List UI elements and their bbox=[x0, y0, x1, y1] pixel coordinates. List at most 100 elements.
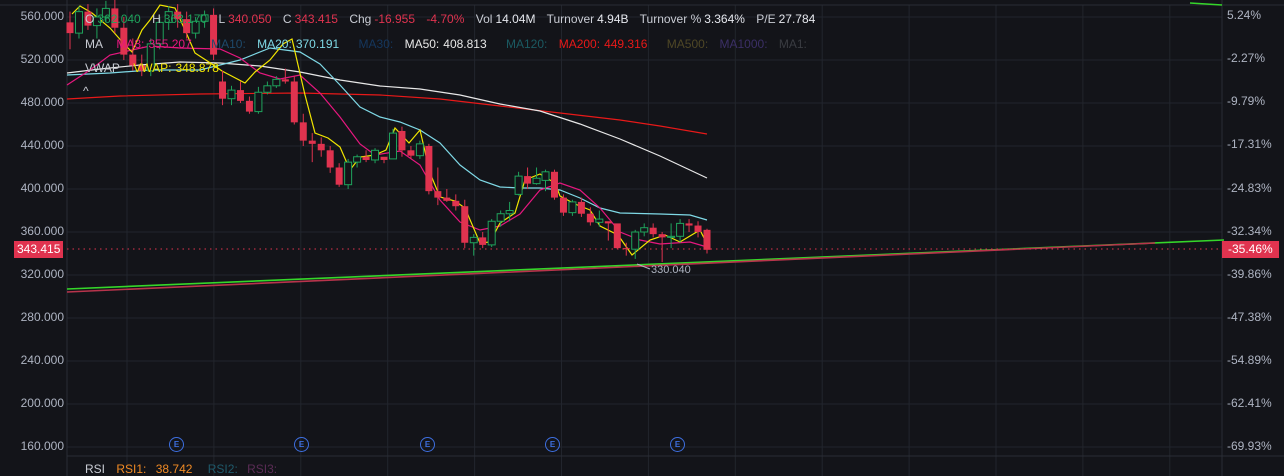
candle[interactable] bbox=[335, 167, 343, 185]
left-axis-tick: 520.000 bbox=[20, 52, 64, 66]
candle[interactable] bbox=[227, 89, 236, 100]
candle[interactable] bbox=[532, 177, 541, 185]
candle[interactable] bbox=[398, 130, 406, 151]
candle[interactable] bbox=[281, 79, 289, 82]
candle[interactable] bbox=[84, 11, 92, 26]
candle[interactable] bbox=[434, 191, 442, 198]
candle[interactable] bbox=[541, 171, 550, 181]
candle[interactable] bbox=[514, 175, 523, 195]
candle[interactable] bbox=[622, 248, 630, 250]
candle[interactable] bbox=[308, 140, 316, 144]
candle[interactable] bbox=[667, 235, 676, 238]
candle[interactable] bbox=[344, 161, 353, 186]
candle[interactable] bbox=[676, 222, 685, 237]
candle[interactable] bbox=[272, 78, 281, 87]
candle[interactable] bbox=[317, 143, 325, 151]
candle[interactable] bbox=[191, 20, 200, 34]
candle[interactable] bbox=[407, 150, 415, 156]
rsi-legend[interactable]: RSI RSI1: 38.742 RSI2: RSI3: bbox=[85, 462, 283, 476]
candle[interactable] bbox=[380, 156, 388, 160]
candle[interactable] bbox=[685, 223, 693, 226]
candle[interactable] bbox=[613, 223, 621, 249]
candle[interactable] bbox=[138, 65, 146, 71]
candle[interactable] bbox=[92, 16, 101, 27]
candle[interactable] bbox=[362, 156, 370, 160]
candle[interactable] bbox=[577, 201, 585, 214]
candle[interactable] bbox=[568, 201, 577, 214]
candle[interactable] bbox=[452, 200, 460, 207]
candle[interactable] bbox=[550, 171, 558, 198]
candle[interactable] bbox=[326, 150, 334, 168]
left-axis-tick: 160.000 bbox=[20, 439, 64, 453]
candle[interactable] bbox=[694, 225, 702, 232]
candle[interactable] bbox=[353, 156, 362, 163]
candlesticks[interactable] bbox=[66, 0, 711, 263]
ma1000-legend: MA1000: bbox=[719, 37, 768, 51]
candle[interactable] bbox=[703, 229, 711, 250]
open-label: O bbox=[85, 12, 95, 26]
candle[interactable] bbox=[299, 122, 307, 141]
earnings-icon[interactable]: E bbox=[294, 437, 309, 452]
right-axis-tick: -17.31% bbox=[1227, 137, 1272, 151]
earnings-icon[interactable]: E bbox=[670, 437, 685, 452]
candle[interactable] bbox=[183, 19, 191, 34]
ma20-legend: MA20: 370.191 bbox=[257, 37, 340, 51]
candle[interactable] bbox=[129, 54, 137, 66]
low-marker-pointer bbox=[636, 263, 651, 270]
earnings-icon[interactable]: E bbox=[420, 437, 435, 452]
rsi-label[interactable]: RSI bbox=[85, 462, 106, 476]
candle[interactable] bbox=[388, 132, 397, 160]
candle[interactable] bbox=[425, 146, 433, 192]
candle[interactable] bbox=[415, 143, 424, 157]
candle[interactable] bbox=[631, 231, 640, 250]
vwap-legend-label[interactable]: VWAP bbox=[85, 61, 120, 75]
candle[interactable] bbox=[524, 176, 532, 184]
left-axis-tick: 200.000 bbox=[20, 396, 64, 410]
earnings-icon[interactable]: E bbox=[545, 437, 560, 452]
trendlines[interactable] bbox=[66, 2, 1225, 293]
candle[interactable] bbox=[479, 237, 487, 245]
candle[interactable] bbox=[604, 221, 612, 224]
candle[interactable] bbox=[164, 11, 173, 23]
ma500-legend: MA500: bbox=[666, 37, 709, 51]
candle[interactable] bbox=[111, 8, 119, 28]
candle[interactable] bbox=[120, 27, 128, 55]
ma-legend-label[interactable]: MA bbox=[85, 37, 103, 51]
candle[interactable] bbox=[254, 91, 263, 113]
candle[interactable] bbox=[640, 227, 649, 233]
candle[interactable] bbox=[443, 197, 451, 201]
right-axis-tick: -54.89% bbox=[1227, 353, 1272, 367]
candle[interactable] bbox=[155, 21, 164, 45]
candle[interactable] bbox=[174, 11, 182, 20]
candle[interactable] bbox=[461, 206, 469, 243]
candle[interactable] bbox=[371, 149, 380, 161]
candle[interactable] bbox=[200, 14, 209, 22]
candle[interactable] bbox=[559, 197, 567, 213]
candle[interactable] bbox=[487, 220, 496, 246]
candle[interactable] bbox=[263, 85, 272, 93]
candle[interactable] bbox=[74, 11, 83, 34]
candle[interactable] bbox=[210, 14, 218, 55]
candle[interactable] bbox=[146, 43, 155, 72]
collapse-legend-icon[interactable]: ^ bbox=[83, 84, 89, 98]
candle[interactable] bbox=[219, 81, 227, 99]
candle[interactable] bbox=[236, 90, 244, 101]
ma-legend[interactable]: MA MA8: 355.207 MA10: MA20: 370.191 MA30: … bbox=[85, 37, 815, 51]
candle[interactable] bbox=[496, 213, 505, 222]
candle[interactable] bbox=[595, 218, 604, 223]
vwap-legend[interactable]: VWAP VWAP: 348.878 bbox=[85, 61, 235, 75]
left-axis-tick: 280.000 bbox=[20, 310, 64, 324]
candle[interactable] bbox=[290, 81, 298, 123]
candle[interactable] bbox=[658, 234, 666, 238]
right-axis-tick: -9.79% bbox=[1227, 94, 1266, 108]
candle[interactable] bbox=[649, 227, 657, 235]
right-axis-tick: -39.86% bbox=[1227, 267, 1272, 281]
candle[interactable] bbox=[586, 213, 594, 223]
candle[interactable] bbox=[245, 100, 253, 112]
candle[interactable] bbox=[505, 210, 514, 215]
earnings-icon[interactable]: E bbox=[169, 437, 184, 452]
candle[interactable] bbox=[66, 22, 74, 34]
candle[interactable] bbox=[469, 236, 478, 244]
candle[interactable] bbox=[101, 7, 110, 18]
